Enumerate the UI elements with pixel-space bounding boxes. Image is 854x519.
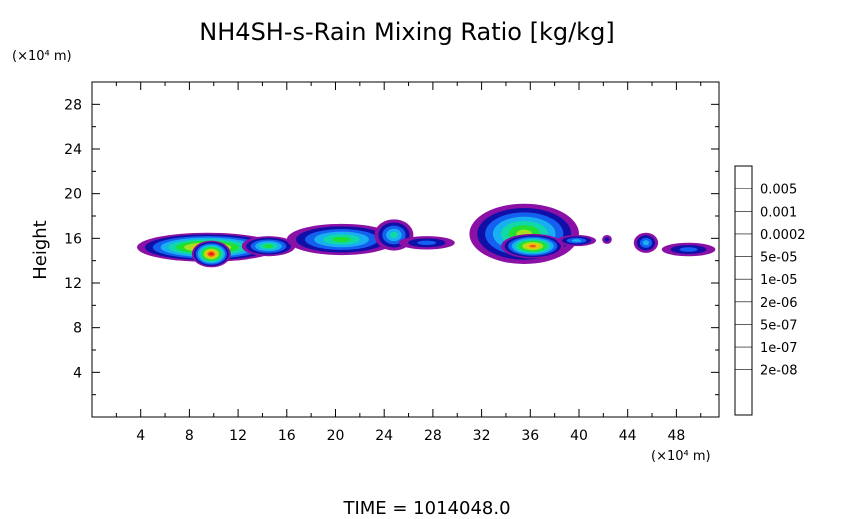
y-tick-label: 28	[64, 97, 82, 113]
y-axis-label: Height	[30, 220, 51, 280]
x-tick-label: 8	[185, 428, 194, 444]
time-footer: TIME = 1014048.0	[342, 498, 510, 519]
cloud-3-level-5	[332, 236, 351, 243]
x-tick-label: 16	[278, 428, 296, 444]
cloud-8-level-3	[571, 239, 582, 242]
colorbar-label: 2e-08	[760, 364, 798, 379]
colorbar-label: 5e-05	[760, 251, 798, 266]
y-tick-label: 12	[64, 276, 82, 292]
cloud-10-level-3	[642, 240, 649, 246]
colorbar-label: 0.0002	[760, 228, 806, 243]
cloud-2-level-5	[264, 244, 273, 248]
y-tick-label: 20	[64, 187, 82, 203]
plot-area	[137, 203, 716, 268]
x-tick-label: 20	[327, 428, 345, 444]
colorbar-label: 1e-05	[760, 273, 798, 288]
y-axis-unit: (×10⁴ m)	[12, 49, 72, 64]
cloud-4-level-4	[390, 231, 398, 239]
x-tick-label: 24	[375, 428, 393, 444]
cloud-11-level-2	[679, 247, 698, 252]
colorbar-label: 2e-06	[760, 296, 798, 311]
colorbar-frame	[734, 165, 753, 416]
x-tick-label: 28	[424, 428, 442, 444]
x-tick-label: 12	[229, 428, 247, 444]
cloud-7-level-8	[529, 244, 537, 248]
cloud-1-level-9	[209, 252, 214, 256]
chart-title: NH4SH-s-Rain Mixing Ratio [kg/kg]	[199, 18, 614, 46]
x-tick-label: 32	[473, 428, 491, 444]
x-tick-label: 36	[521, 428, 539, 444]
cloud-9-level-1	[604, 237, 610, 242]
y-tick-label: 24	[64, 142, 82, 158]
y-tick-label: 16	[64, 231, 82, 247]
cloud-5-level-2	[417, 240, 437, 246]
plot-frame	[91, 81, 720, 418]
colorbar-label: 0.001	[760, 205, 797, 220]
x-tick-label: 48	[667, 428, 685, 444]
y-tick-label: 4	[73, 365, 82, 381]
x-tick-label: 40	[570, 428, 588, 444]
x-tick-label: 4	[136, 428, 145, 444]
colorbar: 0.005 0.001 0.0002 5e-05 1e-05 2e-06 5e-07 1e-0…	[734, 165, 806, 416]
x-axis-unit: (×10⁴ m)	[651, 449, 711, 464]
x-tick-label: 44	[619, 428, 637, 444]
colorbar-label: 0.005	[760, 183, 797, 198]
colorbar-label: 5e-07	[760, 318, 798, 333]
y-tick-label: 8	[73, 321, 82, 337]
colorbar-label: 1e-07	[760, 341, 798, 356]
